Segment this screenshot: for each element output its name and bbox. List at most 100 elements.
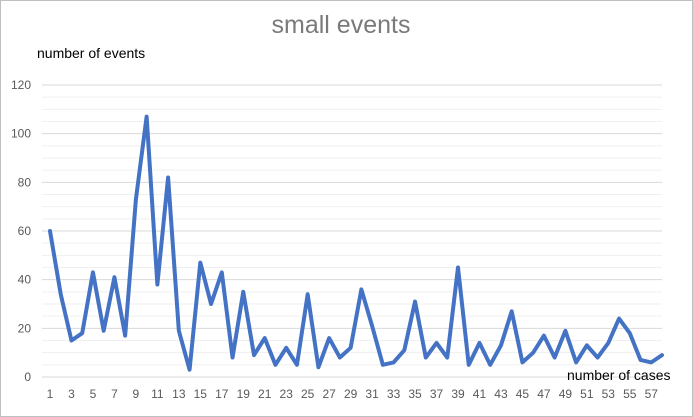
data-point xyxy=(338,356,342,360)
data-point xyxy=(574,360,578,364)
data-point xyxy=(166,175,170,179)
x-tick-label: 37 xyxy=(430,387,444,401)
x-tick-label: 27 xyxy=(322,387,336,401)
data-point xyxy=(349,346,353,350)
data-point xyxy=(402,348,406,352)
data-point xyxy=(91,270,95,274)
y-tick-label: 40 xyxy=(18,273,32,287)
data-point xyxy=(628,331,632,335)
data-point xyxy=(80,331,84,335)
data-point xyxy=(327,336,331,340)
data-point xyxy=(381,363,385,367)
data-point xyxy=(499,343,503,347)
data-point xyxy=(520,360,524,364)
x-tick-label: 9 xyxy=(133,387,140,401)
data-point xyxy=(209,302,213,306)
data-point xyxy=(231,356,235,360)
data-point xyxy=(112,275,116,279)
y-tick-label: 60 xyxy=(18,224,32,238)
data-point xyxy=(252,353,256,357)
data-point xyxy=(596,356,600,360)
data-point xyxy=(359,287,363,291)
data-point xyxy=(563,329,567,333)
x-tick-label: 45 xyxy=(516,387,530,401)
x-tick-label: 17 xyxy=(215,387,229,401)
x-tick-label: 51 xyxy=(580,387,594,401)
data-point xyxy=(273,363,277,367)
data-point xyxy=(295,363,299,367)
x-tick-label: 33 xyxy=(387,387,401,401)
chart-title: small events xyxy=(272,11,411,39)
series-line xyxy=(48,114,664,372)
x-tick-label: 43 xyxy=(494,387,508,401)
x-tick-label: 21 xyxy=(258,387,272,401)
data-point xyxy=(102,329,106,333)
data-point xyxy=(445,356,449,360)
y-tick-label: 100 xyxy=(11,127,31,141)
data-point xyxy=(617,317,621,321)
data-point xyxy=(477,341,481,345)
x-tick-label: 5 xyxy=(90,387,97,401)
x-tick-label: 39 xyxy=(451,387,465,401)
x-tick-label: 47 xyxy=(537,387,551,401)
data-point xyxy=(435,341,439,345)
data-point xyxy=(188,368,192,372)
y-tick-label: 80 xyxy=(18,175,32,189)
data-point xyxy=(585,343,589,347)
data-point xyxy=(649,360,653,364)
y-tick-label: 20 xyxy=(18,321,32,335)
data-point xyxy=(542,334,546,338)
data-point xyxy=(392,360,396,364)
y-axis-title: number of events xyxy=(37,45,145,61)
data-point xyxy=(306,292,310,296)
y-tick-label: 120 xyxy=(11,78,31,92)
x-tick-label: 25 xyxy=(301,387,315,401)
series xyxy=(48,114,664,372)
data-point xyxy=(316,365,320,369)
data-point xyxy=(284,346,288,350)
x-tick-label: 55 xyxy=(623,387,637,401)
data-point xyxy=(59,292,63,296)
data-point xyxy=(660,353,664,357)
x-tick-label: 41 xyxy=(473,387,487,401)
x-tick-label: 3 xyxy=(68,387,75,401)
data-point xyxy=(241,290,245,294)
x-tick-label: 49 xyxy=(559,387,573,401)
x-tick-label: 31 xyxy=(365,387,379,401)
data-point xyxy=(69,339,73,343)
data-point xyxy=(510,309,514,313)
data-point xyxy=(123,334,127,338)
x-axis-ticks: 1 3 5 7 9 11 13 15 17 19 21 23 25 27 29 31 33 35 37 39 41 43 4… xyxy=(47,387,659,401)
x-axis-title: number of cases xyxy=(567,367,671,383)
data-point xyxy=(134,197,138,201)
y-axis-ticks: 0 20 40 60 80 100 120 xyxy=(11,78,31,384)
data-point xyxy=(488,363,492,367)
data-point xyxy=(48,229,52,233)
data-point xyxy=(531,351,535,355)
data-point xyxy=(413,300,417,304)
data-point xyxy=(263,336,267,340)
data-point xyxy=(553,356,557,360)
data-point xyxy=(177,329,181,333)
x-tick-label: 57 xyxy=(645,387,659,401)
x-tick-label: 19 xyxy=(237,387,251,401)
x-tick-label: 1 xyxy=(47,387,54,401)
data-point xyxy=(467,363,471,367)
x-tick-label: 15 xyxy=(194,387,208,401)
data-point xyxy=(155,283,159,287)
data-point xyxy=(370,324,374,328)
data-point xyxy=(424,356,428,360)
x-tick-label: 53 xyxy=(602,387,616,401)
x-tick-label: 29 xyxy=(344,387,358,401)
data-point xyxy=(198,261,202,265)
x-tick-label: 7 xyxy=(111,387,118,401)
x-tick-label: 35 xyxy=(408,387,422,401)
y-tick-label: 0 xyxy=(24,370,31,384)
data-point xyxy=(606,341,610,345)
data-point xyxy=(639,358,643,362)
x-tick-label: 11 xyxy=(151,387,164,401)
data-point xyxy=(220,270,224,274)
x-tick-label: 13 xyxy=(172,387,186,401)
